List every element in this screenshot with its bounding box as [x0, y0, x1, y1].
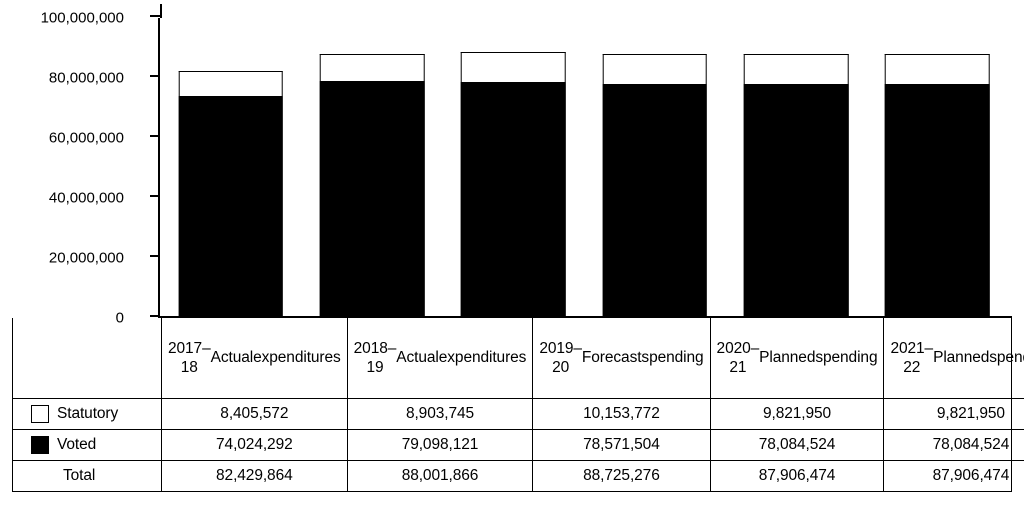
category-header-line3: expenditures: [253, 348, 341, 367]
bar-segment-statutory: [602, 54, 707, 83]
bar-col-5: [867, 18, 1008, 318]
cell-total: 88,725,276: [532, 460, 709, 491]
bar-col-2: [443, 18, 584, 318]
cell-voted: 78,084,524: [710, 429, 884, 460]
bar-segment-statutory: [320, 54, 425, 81]
category-header-line2: Actual: [211, 348, 253, 367]
cell-voted: 78,084,524: [883, 429, 1024, 460]
cell-voted: 74,024,292: [161, 429, 347, 460]
y-tick-label: 60,000,000: [49, 130, 124, 147]
bar-segment-voted: [178, 96, 283, 318]
row-header-voted: Voted: [13, 429, 161, 460]
bar-segment-voted: [320, 81, 425, 318]
y-tick-label: 20,000,000: [49, 250, 124, 267]
bar-segment-statutory: [744, 54, 849, 83]
bar-segment-voted: [744, 84, 849, 318]
cell-voted: 78,571,504: [532, 429, 709, 460]
cell-total: 87,906,474: [710, 460, 884, 491]
row-header-statutory: Statutory: [13, 398, 161, 429]
category-header: 2020–21Plannedspending: [710, 318, 884, 398]
plot-right-cap: [1008, 18, 1012, 318]
cell-total: 87,906,474: [883, 460, 1024, 491]
y-axis-labels: 0 20,000,000 40,000,000 60,000,000 80,00…: [12, 18, 132, 318]
cell-statutory: 8,903,745: [347, 398, 533, 429]
y-tick-label: 40,000,000: [49, 190, 124, 207]
cell-statutory: 9,821,950: [710, 398, 884, 429]
table-corner: [13, 318, 161, 398]
cell-total: 88,001,866: [347, 460, 533, 491]
legend-swatch-voted: [31, 436, 49, 454]
bar: [885, 54, 990, 318]
y-tick-label: 80,000,000: [49, 70, 124, 87]
bar: [461, 52, 566, 318]
cell-total: 82,429,864: [161, 460, 347, 491]
category-header-line1: 2017–18: [168, 339, 211, 378]
cell-statutory: 9,821,950: [883, 398, 1024, 429]
legend-swatch-statutory: [31, 405, 49, 423]
row-label: Voted: [57, 435, 96, 454]
bar-segment-statutory: [461, 52, 566, 82]
bar-col-0: [160, 18, 301, 318]
y-axis: [132, 18, 160, 318]
bar-col-4: [725, 18, 866, 318]
bar-segment-statutory: [178, 71, 283, 96]
category-header: 2018–19Actualexpenditures: [347, 318, 533, 398]
cell-statutory: 8,405,572: [161, 398, 347, 429]
bar-col-1: [301, 18, 442, 318]
bar-segment-voted: [602, 84, 707, 318]
y-tick-label: 100,000,000: [41, 10, 124, 27]
bar-col-3: [584, 18, 725, 318]
bar-segment-statutory: [885, 54, 990, 83]
spending-chart: 0 20,000,000 40,000,000 60,000,000 80,00…: [0, 0, 1024, 515]
bar: [178, 71, 283, 318]
bar: [320, 54, 425, 318]
category-header: 2019–20Forecastspending: [532, 318, 709, 398]
row-label: Statutory: [57, 404, 118, 423]
row-label: Total: [63, 466, 95, 485]
category-header: 2017–18Actualexpenditures: [161, 318, 347, 398]
cell-statutory: 10,153,772: [532, 398, 709, 429]
cell-voted: 79,098,121: [347, 429, 533, 460]
bar: [602, 54, 707, 318]
row-header-total: Total: [13, 460, 161, 491]
bar-segment-voted: [461, 82, 566, 318]
category-header: 2021–22Plannedspending: [883, 318, 1024, 398]
bar-segment-voted: [885, 84, 990, 318]
y-tick-label: 0: [116, 310, 124, 327]
plot-area: 0 20,000,000 40,000,000 60,000,000 80,00…: [12, 18, 1012, 318]
bar: [744, 54, 849, 318]
data-table: 2017–18Actualexpenditures 2018–19Actuale…: [12, 318, 1012, 492]
